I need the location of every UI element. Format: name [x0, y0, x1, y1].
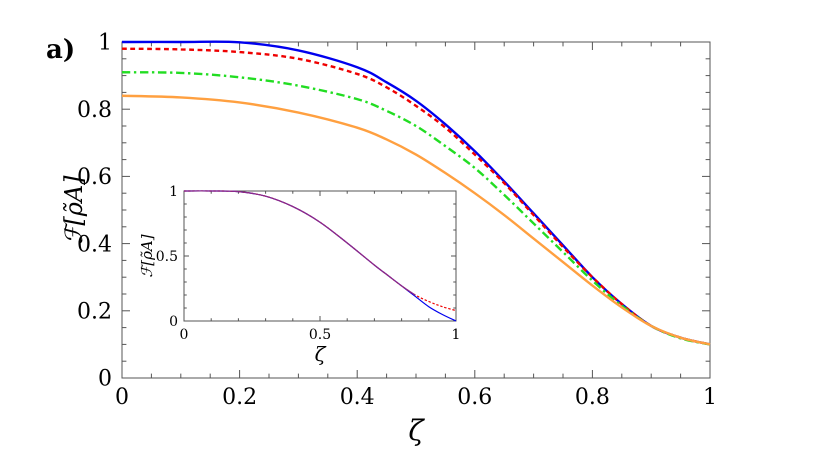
main-y-tick-label: 0.2	[77, 300, 112, 325]
main-y-tick-labels: 0 0.2 0.4 0.6 0.8 1	[77, 31, 112, 392]
main-x-tick-labels: 0 0.2 0.4 0.6 0.8 1	[115, 385, 717, 410]
inset-plot: 0 0.5 1 00.51 ζ ℱ[ρ̃A]	[138, 184, 460, 366]
main-x-tick-label: 1	[703, 385, 717, 410]
main-y-tick-label: 0.6	[77, 165, 112, 190]
inset-y-tick-label: 0	[169, 314, 178, 330]
main-x-tick-label: 0.6	[457, 385, 492, 410]
main-plot: 0 0.2 0.4 0.6 0.8 1 0 0.2 0.4 0.6 0.8 1 ζ ℱ[ρ̃A]	[60, 31, 717, 447]
main-series-line-1	[121, 40, 711, 346]
inset-y-axis-label: ℱ[ρ̃A]	[138, 234, 156, 277]
inset-series	[183, 190, 457, 322]
main-x-tick-label: 0	[115, 385, 129, 410]
main-x-axis-label: ζ	[408, 414, 425, 447]
main-x-tick-label: 0.8	[575, 385, 610, 410]
main-series-line-2	[121, 47, 711, 346]
inset-x-axis-label: ζ	[315, 342, 327, 366]
inset-x-tick-label: 0	[180, 327, 189, 343]
main-y-tick-label: 0.8	[77, 98, 112, 123]
main-y-tick-label: 0	[98, 367, 112, 392]
main-y-tick-label: 0.4	[77, 232, 112, 257]
inset-y-tick-label: 1	[169, 184, 178, 200]
inset-series-line-3	[183, 190, 416, 296]
inset-x-tick-labels: 0 0.5 1	[180, 327, 461, 343]
panel-label: a)	[46, 35, 75, 65]
inset-y-tick-label: 0.5	[156, 249, 178, 265]
inset-y-tick-labels: 00.51	[156, 184, 178, 330]
main-x-tick-label: 0.4	[340, 385, 375, 410]
inset-ticks	[183, 190, 457, 322]
main-y-tick-label: 1	[98, 31, 112, 56]
main-y-axis-label: ℱ[ρ̃A]	[60, 175, 88, 245]
inset-x-tick-label: 1	[452, 327, 461, 343]
main-series	[121, 40, 711, 346]
inset-background	[184, 191, 456, 321]
main-series-line-4	[121, 94, 711, 346]
main-x-tick-label: 0.2	[222, 385, 257, 410]
inset-x-tick-label: 0.5	[309, 327, 331, 343]
